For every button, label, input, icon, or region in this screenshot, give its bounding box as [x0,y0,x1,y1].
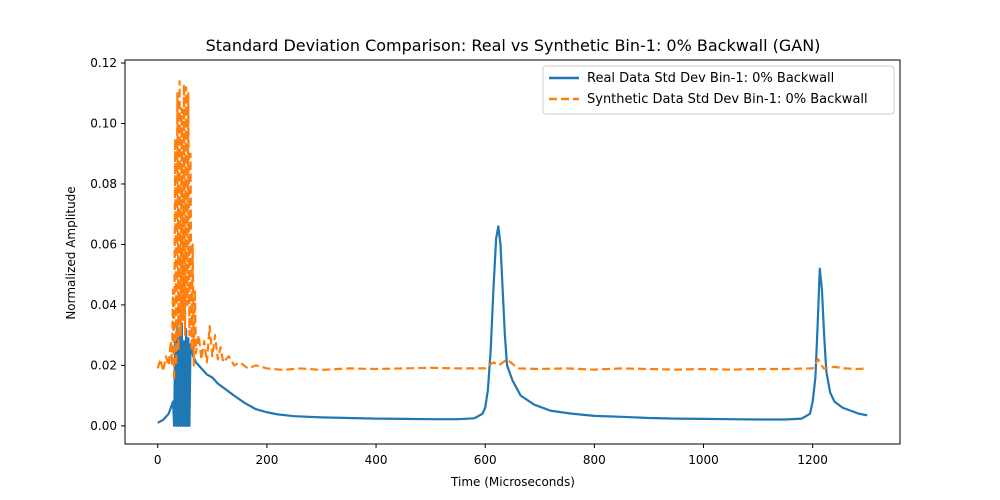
plot-frame [124,59,901,445]
plot-background [125,60,900,444]
series-line-real [157,225,868,427]
y-tick-label: 0.00 [90,419,117,433]
x-tick-label: 600 [474,453,497,467]
x-tick-label: 200 [255,453,278,467]
y-tick-label: 0.06 [90,237,117,251]
y-tick-label: 0.10 [90,116,117,130]
y-axis-label: Normalized Amplitude [64,186,78,319]
y-tick-label: 0.12 [90,56,117,70]
legend-box [542,65,895,115]
axes-layer: 0 200 400 600 800 1000 1200 0.00 0.02 0.04 0.06 0.0… [90,56,828,467]
series-layer [156,80,868,427]
legend-label-synthetic: Synthetic Data Std Dev Bin-1: 0% Backwal… [587,92,868,107]
chart-title: Standard Deviation Comparison: Real vs S… [206,36,821,55]
legend: Real Data Std Dev Bin-1: 0% Backwall Syn… [542,65,895,115]
legend-label-real: Real Data Std Dev Bin-1: 0% Backwall [587,71,834,86]
x-tick-label: 1200 [797,453,828,467]
plot-area: 0 200 400 600 800 1000 1200 0.00 0.02 0.04 0.06 0.0… [90,56,901,467]
x-tick-label: 400 [365,453,388,467]
x-tick-label: 0 [154,453,162,467]
x-tick-label: 800 [583,453,606,467]
x-axis-label: Time (Microseconds) [450,475,575,489]
y-tick-label: 0.02 [90,358,117,372]
x-tick-label: 1000 [688,453,719,467]
y-tick-label: 0.04 [90,298,117,312]
y-tick-label: 0.08 [90,177,117,191]
series-line-synthetic [156,80,868,382]
